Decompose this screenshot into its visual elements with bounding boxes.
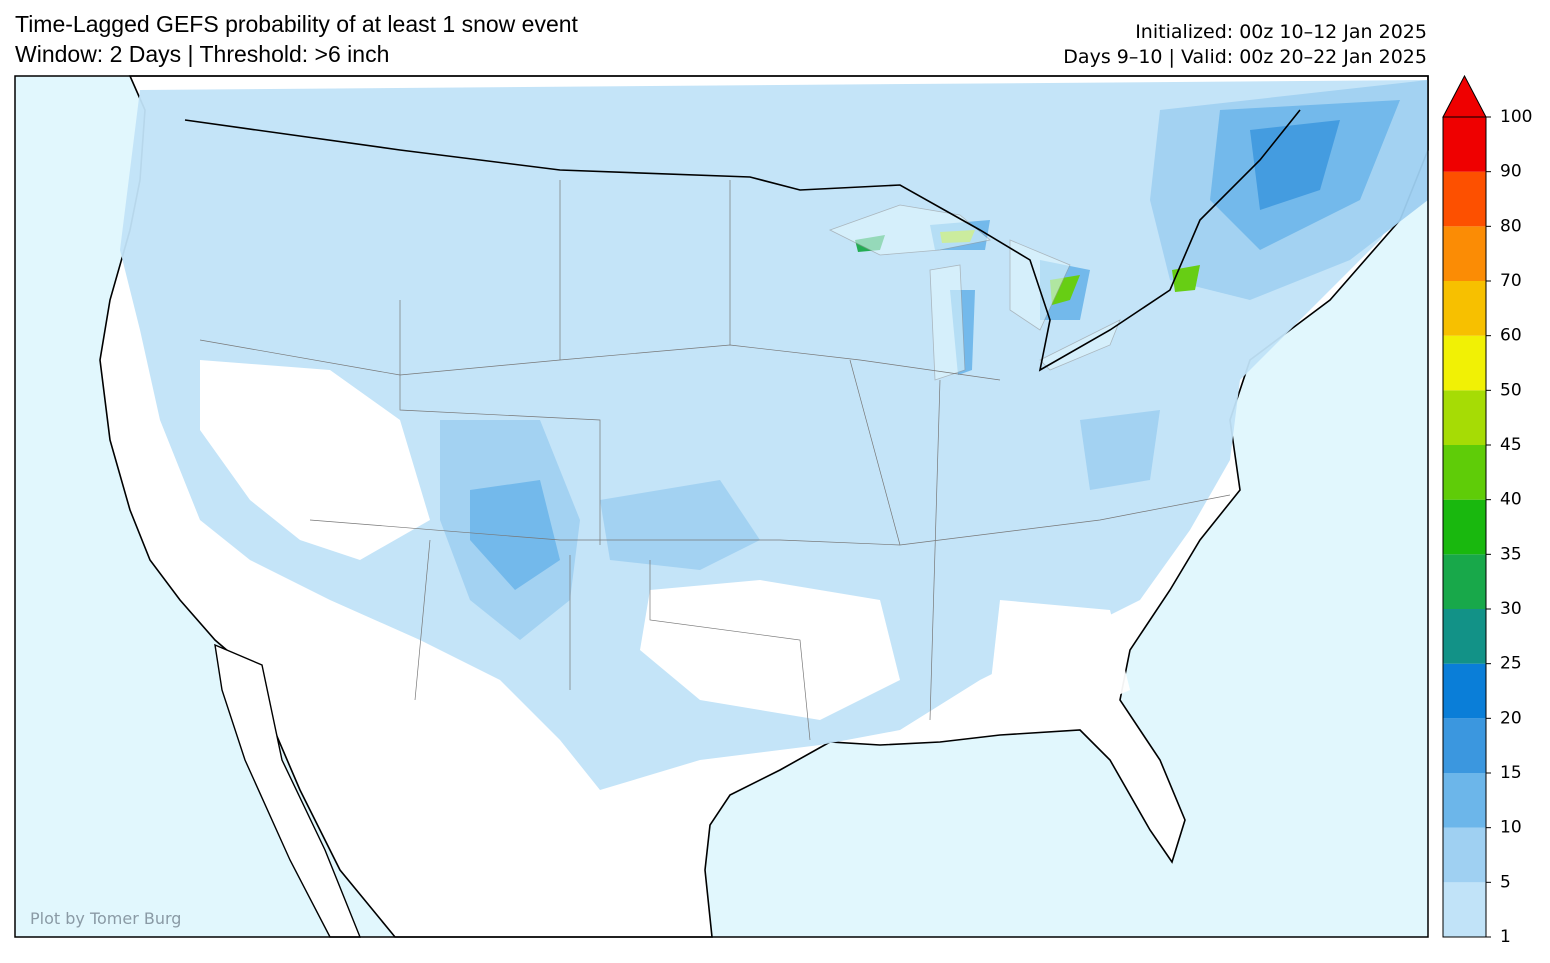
title: Time-Lagged GEFS probability of at least… [15, 11, 579, 37]
colorbar-segment [1443, 718, 1486, 773]
colorbar-segment [1443, 281, 1486, 336]
colorbar-segment [1443, 827, 1486, 883]
colorbar-segment [1443, 390, 1486, 445]
colorbar-segment [1443, 117, 1486, 172]
colorbar-segment [1443, 554, 1486, 609]
colorbar-segment [1443, 609, 1486, 664]
colorbar-label: 90 [1500, 162, 1522, 182]
colorbar-segment [1443, 335, 1486, 391]
colorbar-label: 70 [1500, 271, 1522, 291]
colorbar-label: 80 [1500, 216, 1522, 236]
colorbar-segment [1443, 499, 1486, 555]
colorbar-label: 10 [1500, 818, 1522, 838]
colorbar-segment [1443, 663, 1486, 719]
colorbar-label: 45 [1500, 435, 1522, 455]
colorbar-segment [1443, 226, 1486, 281]
map-frame [14, 75, 1429, 938]
colorbar-segment [1443, 171, 1486, 227]
colorbar-label: 20 [1500, 708, 1522, 728]
init-time: Initialized: 00z 10–12 Jan 2025 [1135, 21, 1427, 43]
colorbar-segment [1443, 882, 1486, 937]
colorbar-label: 1 [1500, 927, 1511, 947]
colorbar-label: 100 [1500, 107, 1532, 127]
colorbar-extend [1442, 74, 1487, 118]
colorbar-segment [1443, 445, 1486, 500]
valid-time: Days 9–10 | Valid: 00z 20–22 Jan 2025 [1063, 46, 1427, 68]
credit: Plot by Tomer Burg [30, 909, 181, 928]
colorbar-frame [1442, 116, 1487, 938]
map: Plot by Tomer Burg [14, 75, 1429, 938]
colorbar-label: 15 [1500, 763, 1522, 783]
state-lines [199, 180, 1231, 741]
snow-probability [120, 80, 1428, 790]
colorbar-label: 60 [1500, 326, 1522, 346]
colorbar-label: 35 [1500, 544, 1522, 564]
great-lakes [828, 204, 1121, 381]
colorbar-label: 30 [1500, 599, 1522, 619]
colorbar-label: 40 [1500, 490, 1522, 510]
border [184, 109, 1301, 372]
colorbar-label: 5 [1500, 872, 1511, 892]
colorbar-segment [1443, 773, 1486, 828]
colorbar-label: 25 [1500, 654, 1522, 674]
subtitle: Window: 2 Days | Threshold: >6 inch [15, 41, 389, 67]
colorbar-label: 50 [1500, 380, 1522, 400]
